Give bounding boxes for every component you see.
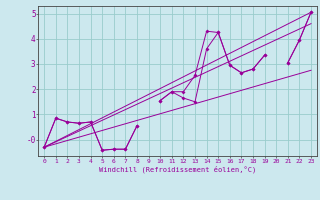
X-axis label: Windchill (Refroidissement éolien,°C): Windchill (Refroidissement éolien,°C) xyxy=(99,165,256,173)
